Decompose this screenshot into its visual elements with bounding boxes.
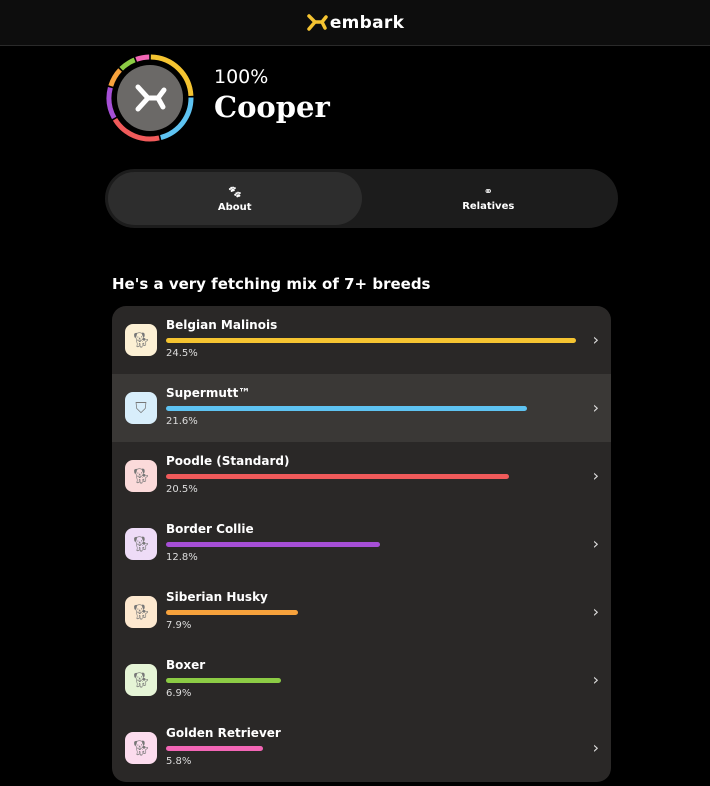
breed-percent: 24.5% (166, 348, 198, 359)
chevron-right-icon[interactable]: › (592, 534, 599, 553)
tab-label: Relatives (462, 201, 515, 212)
ring-segment (108, 68, 122, 87)
breed-name: Border Collie (166, 522, 254, 536)
rings-icon: ⚭ (483, 185, 493, 198)
breed-name: Supermutt™ (166, 386, 251, 400)
tab-relatives[interactable]: ⚭ Relatives (362, 172, 616, 225)
breed-percent: 7.9% (166, 620, 192, 631)
breed-bar (166, 338, 576, 343)
paw-icon: 🐾︎ (227, 184, 243, 199)
embark-logo-icon (135, 84, 167, 112)
breed-percent: 21.6% (166, 416, 198, 427)
embark-logo-icon (307, 13, 328, 31)
logo-text[interactable]: embark (329, 12, 405, 33)
breed-row[interactable]: 🐕︎ Border Collie 12.8% › (112, 510, 611, 578)
breed-name: Belgian Malinois (166, 318, 278, 332)
chevron-right-icon[interactable]: › (592, 398, 599, 417)
dog-icon: 🐕︎ (125, 664, 157, 696)
breed-row[interactable]: 🐕︎ Siberian Husky 7.9% › (112, 578, 611, 646)
profile-tabs: 🐾︎ About ⚭ Relatives (105, 169, 618, 228)
breed-name: Siberian Husky (166, 590, 268, 604)
chevron-right-icon[interactable]: › (592, 670, 599, 689)
ring-segment (112, 117, 160, 142)
breed-bar (166, 610, 299, 615)
breed-bar (166, 542, 381, 547)
breed-row[interactable]: 🐕︎ Boxer 6.9% › (112, 646, 611, 714)
ring-segment (119, 57, 136, 71)
chevron-right-icon[interactable]: › (592, 330, 599, 349)
dog-icon: 🐕︎ (125, 528, 157, 560)
breed-row[interactable]: 🐕︎ Poodle (Standard) 20.5% › (112, 442, 611, 510)
dog-name: Cooper (214, 90, 330, 124)
breed-name: Boxer (166, 658, 206, 672)
dog-icon: 🐕︎ (125, 324, 157, 356)
dog-icon: 🐕︎ (125, 596, 157, 628)
breed-bar (166, 746, 264, 751)
breed-percent: 12.8% (166, 552, 198, 563)
chevron-right-icon[interactable]: › (592, 466, 599, 485)
breed-mix-heading: He's a very fetching mix of 7+ breeds (112, 275, 431, 293)
dog-icon: 🐕︎ (125, 460, 157, 492)
shield-icon: ⛉ (125, 392, 157, 424)
breed-ring-avatar (105, 53, 195, 143)
breed-percent: 5.8% (166, 756, 192, 767)
breed-bar (166, 406, 528, 411)
breed-list: 🐕︎ Belgian Malinois 24.5% › ⛉ Supermutt™ … (112, 306, 611, 782)
top-bar: embark (0, 0, 710, 46)
chevron-right-icon[interactable]: › (592, 738, 599, 757)
ring-segment (135, 54, 150, 62)
breed-row[interactable]: ⛉ Supermutt™ 21.6% › (112, 374, 611, 442)
dog-icon: 🐕︎ (125, 732, 157, 764)
breed-bar (166, 678, 282, 683)
ring-segment (106, 86, 117, 120)
breed-name: Golden Retriever (166, 726, 281, 740)
breed-percent: 20.5% (166, 484, 198, 495)
ancestry-percent: 100% (214, 66, 269, 88)
tab-label: About (217, 201, 252, 213)
breed-name: Poodle (Standard) (166, 454, 290, 468)
chevron-right-icon[interactable]: › (592, 602, 599, 621)
profile-header (105, 53, 195, 143)
breed-row[interactable]: 🐕︎ Golden Retriever 5.8% › (112, 714, 611, 782)
ring-segment (150, 54, 194, 97)
breed-bar (166, 474, 510, 479)
breed-percent: 6.9% (166, 688, 192, 699)
tab-about[interactable]: 🐾︎ About (108, 172, 362, 225)
ring-segment (159, 97, 194, 140)
breed-row[interactable]: 🐕︎ Belgian Malinois 24.5% › (112, 306, 611, 374)
